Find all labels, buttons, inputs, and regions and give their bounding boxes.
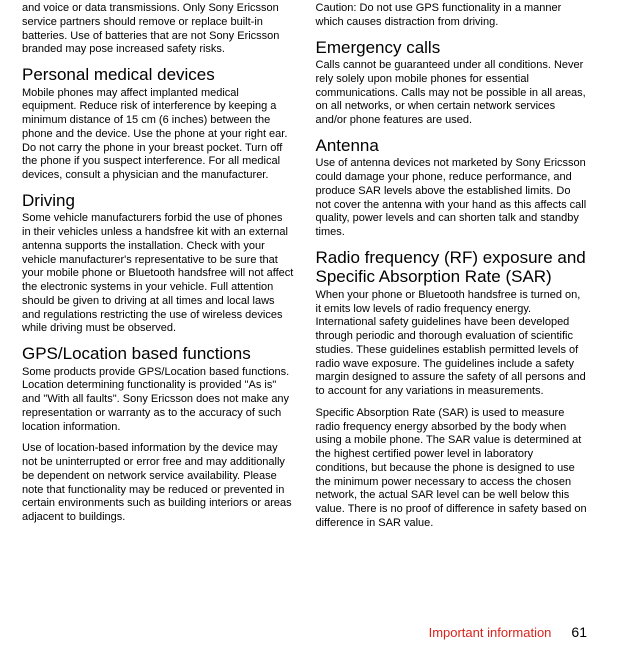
body-paragraph: When your phone or Bluetooth handsfree i… xyxy=(316,289,588,399)
page-number: 61 xyxy=(571,624,587,640)
body-paragraph: Mobile phones may affect implanted medic… xyxy=(22,87,294,183)
section-heading-antenna: Antenna xyxy=(316,136,588,156)
body-paragraph: Calls cannot be guaranteed under all con… xyxy=(316,59,588,128)
section-heading-sar: Radio frequency (RF) exposure and Specif… xyxy=(316,248,588,287)
right-column: Caution: Do not use GPS functionality in… xyxy=(316,2,588,539)
section-heading-driving: Driving xyxy=(22,191,294,211)
body-paragraph: Use of location-based information by the… xyxy=(22,442,294,525)
section-heading-gps: GPS/Location based functions xyxy=(22,344,294,364)
section-heading-personal-medical: Personal medical devices xyxy=(22,65,294,85)
body-paragraph: Some vehicle manufacturers forbid the us… xyxy=(22,212,294,336)
section-heading-emergency: Emergency calls xyxy=(316,38,588,58)
body-paragraph: Caution: Do not use GPS functionality in… xyxy=(316,2,588,30)
page-footer: Important information 61 xyxy=(429,624,587,640)
body-paragraph: Some products provide GPS/Location based… xyxy=(22,366,294,435)
body-paragraph: Specific Absorption Rate (SAR) is used t… xyxy=(316,407,588,531)
two-column-layout: and voice or data transmissions. Only So… xyxy=(22,2,587,539)
left-column: and voice or data transmissions. Only So… xyxy=(22,2,294,539)
body-paragraph: Use of antenna devices not marketed by S… xyxy=(316,157,588,240)
footer-section-label: Important information xyxy=(429,625,552,640)
body-paragraph: and voice or data transmissions. Only So… xyxy=(22,2,294,57)
